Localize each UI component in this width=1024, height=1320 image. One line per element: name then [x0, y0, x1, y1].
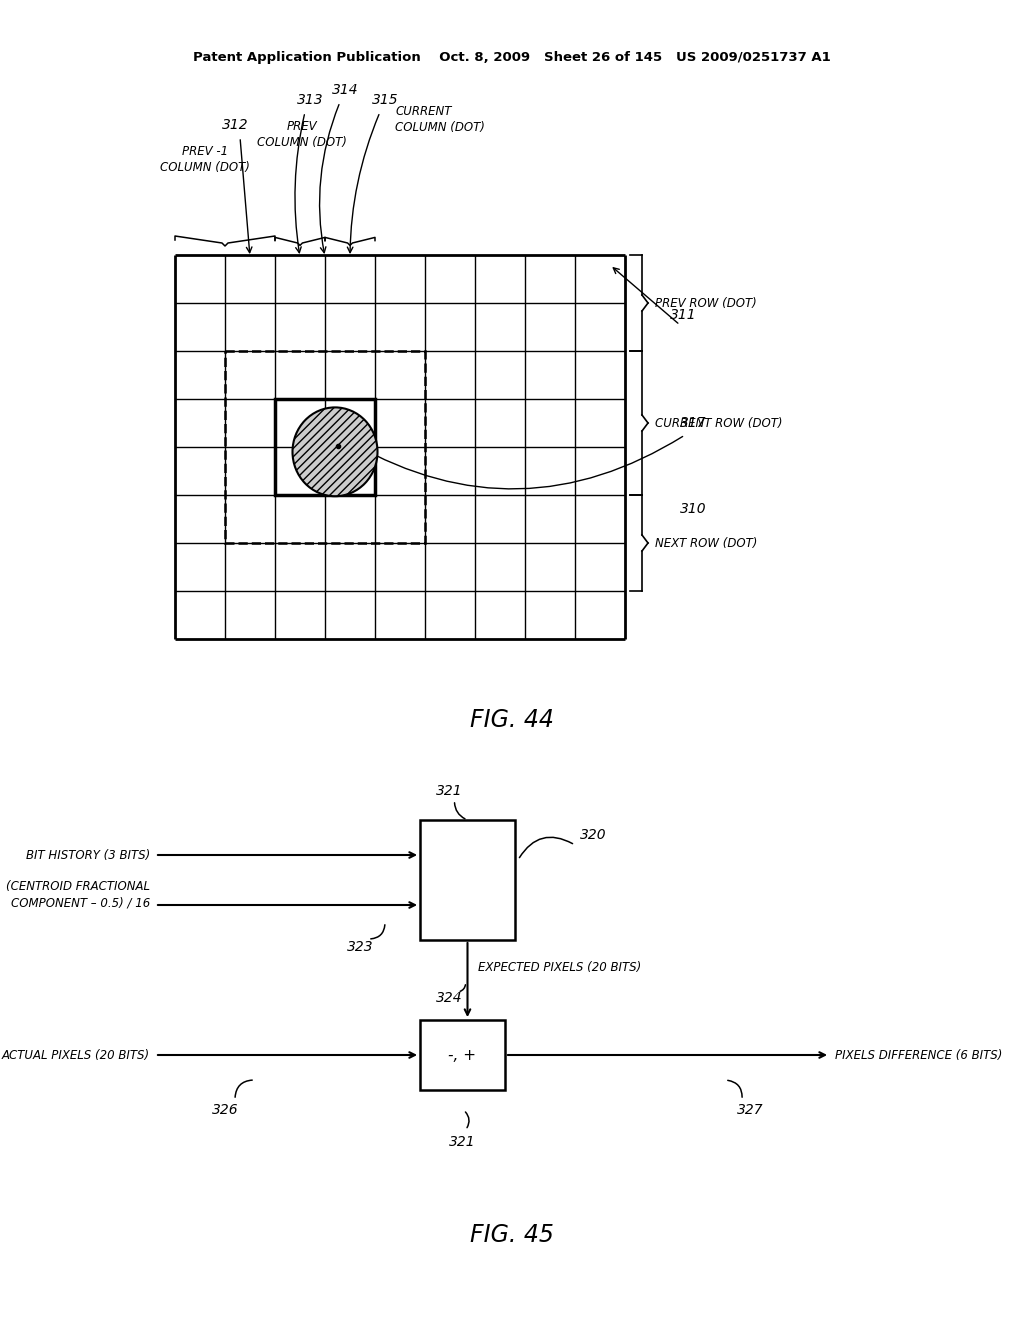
Text: PREV
COLUMN (DOT): PREV COLUMN (DOT): [257, 120, 347, 149]
Text: 313: 313: [297, 92, 324, 107]
Text: 315: 315: [372, 92, 398, 107]
Text: 321: 321: [436, 784, 463, 799]
Text: PREV -1
COLUMN (DOT): PREV -1 COLUMN (DOT): [160, 145, 250, 174]
Text: 321: 321: [450, 1135, 476, 1148]
Text: (CENTROID FRACTIONAL
COMPONENT – 0.5) / 16: (CENTROID FRACTIONAL COMPONENT – 0.5) / …: [6, 880, 150, 909]
Ellipse shape: [293, 408, 378, 496]
Bar: [275, 399, 375, 495]
Text: PREV ROW (DOT): PREV ROW (DOT): [655, 297, 757, 309]
Text: 326: 326: [212, 1104, 239, 1117]
Text: PIXELS DIFFERENCE (6 BITS): PIXELS DIFFERENCE (6 BITS): [835, 1048, 1002, 1061]
Bar: [225, 351, 425, 543]
Text: FIG. 44: FIG. 44: [470, 708, 554, 733]
Text: BIT HISTORY (3 BITS): BIT HISTORY (3 BITS): [26, 849, 150, 862]
Text: EXPECTED PIXELS (20 BITS): EXPECTED PIXELS (20 BITS): [477, 961, 641, 974]
Text: 320: 320: [580, 828, 606, 842]
Text: CURRENT
COLUMN (DOT): CURRENT COLUMN (DOT): [395, 106, 485, 135]
Text: Patent Application Publication    Oct. 8, 2009   Sheet 26 of 145   US 2009/02517: Patent Application Publication Oct. 8, 2…: [194, 51, 830, 65]
Text: NEXT ROW (DOT): NEXT ROW (DOT): [655, 536, 758, 549]
FancyArrowPatch shape: [371, 925, 385, 939]
Text: 310: 310: [680, 503, 707, 516]
Bar: [420, 820, 515, 940]
FancyArrowPatch shape: [466, 1111, 469, 1127]
FancyArrowPatch shape: [236, 1080, 252, 1097]
Text: ACTUAL PIXELS (20 BITS): ACTUAL PIXELS (20 BITS): [2, 1048, 150, 1061]
FancyArrowPatch shape: [455, 803, 465, 818]
FancyArrowPatch shape: [460, 985, 465, 991]
Text: 327: 327: [736, 1104, 763, 1117]
Text: 312: 312: [221, 117, 248, 132]
Text: CURRENT ROW (DOT): CURRENT ROW (DOT): [655, 417, 782, 429]
FancyArrowPatch shape: [728, 1080, 742, 1097]
Text: -, +: -, +: [449, 1048, 476, 1063]
Text: 323: 323: [347, 940, 374, 954]
Text: 324: 324: [436, 991, 463, 1005]
Text: 317: 317: [680, 416, 707, 430]
Text: 314: 314: [332, 83, 358, 96]
FancyArrowPatch shape: [519, 837, 572, 858]
Bar: [420, 1020, 505, 1090]
Text: 311: 311: [670, 308, 696, 322]
Text: FIG. 45: FIG. 45: [470, 1224, 554, 1247]
